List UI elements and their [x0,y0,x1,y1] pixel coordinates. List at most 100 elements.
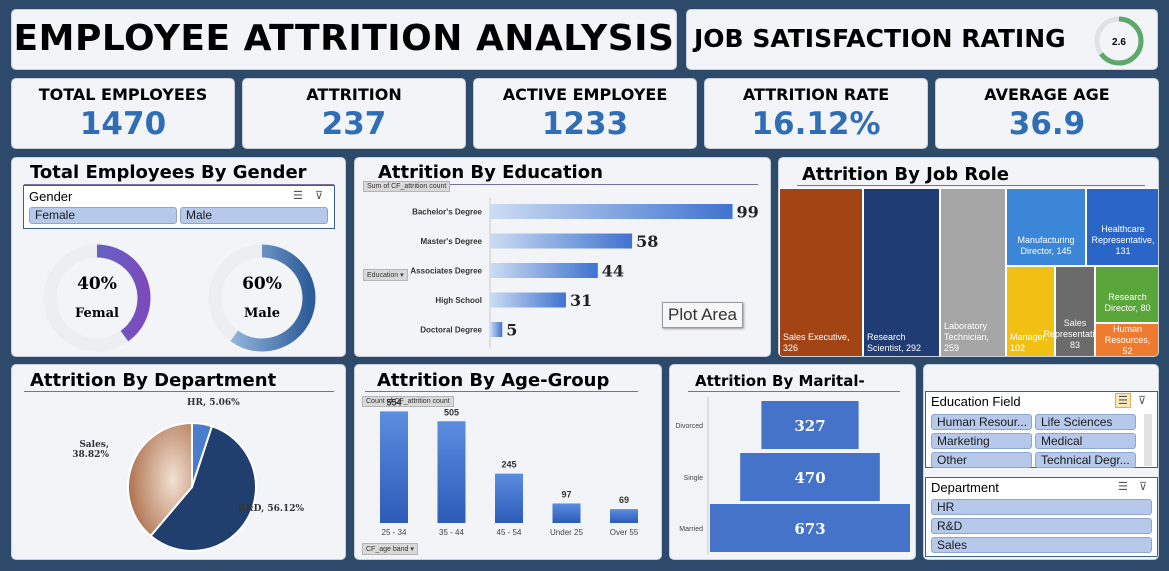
tick-label: High School [435,296,482,305]
education-title: Attrition By Education [378,162,603,183]
kpi-value: 36.9 [1008,106,1086,142]
department-title: Attrition By Department [30,370,277,391]
gauge-arc [1094,16,1144,66]
title-underline [365,391,638,392]
gender-title: Total Employees By Gender [30,162,307,183]
multi-select-icon[interactable]: ☰ [1115,393,1131,408]
education-value-tag[interactable]: Sum of CF_attrition count [363,181,451,192]
kpi-card-total-employees: TOTAL EMPLOYEES 1470 [11,78,235,149]
department-option[interactable]: Sales [931,537,1152,553]
treemap-cell: Sales Executive, 326 [779,188,863,356]
job-role-title: Attrition By Job Role [802,164,1009,185]
treemap-label: Laboratory Technician, 259 [944,321,990,353]
data-label: 470 [794,469,825,487]
education-field-header: Education Field [931,394,1021,409]
age-group-title: Attrition By Age-Group [377,370,610,391]
title-underline [365,184,758,185]
education-field-option[interactable]: Human Resour... [931,414,1032,430]
education-field-option[interactable]: Medical [1035,433,1136,449]
kpi-value: 237 [321,106,387,142]
kpi-card-average-age: AVERAGE AGE 36.9 [935,78,1159,149]
treemap-label: Healthcare Representative, 131 [1091,224,1155,256]
tick-label: Under 25 [550,528,583,537]
age-value-tag[interactable]: Count of CF_attrition count [362,396,454,407]
age-bar [610,509,638,523]
title-underline [24,184,334,185]
education-bar [490,263,598,278]
age-bar [552,503,581,523]
marital-bar [740,453,880,501]
filter-tag-label: CF_age band [366,546,409,553]
kpi-title: ACTIVE EMPLOYEE [502,85,668,104]
treemap-cell: Sales Representative, 83 [1043,266,1107,356]
marital-bar [761,401,859,449]
job-satisfaction-panel: JOB SATISFACTION RATING 2.6 [686,9,1158,70]
data-label: 554 [386,397,401,407]
education-filter-tag[interactable]: Education ▾ [363,269,408,281]
data-label: 99 [737,203,759,222]
tick-label: Doctoral Degree [420,326,482,335]
gender-option-male[interactable]: Male [180,207,328,224]
ring-label: Male [244,306,280,321]
age-filter-tag[interactable]: CF_age band ▾ [362,543,418,555]
page-title: EMPLOYEE ATTRITION ANALYSIS [13,18,675,59]
pie-label: R&D, 56.12% [238,504,305,514]
job-role-panel: Attrition By Job Role Sales Executive, 3… [778,157,1159,357]
tick-label: Bachelor's Degree [412,208,482,217]
marital-title: Attrition By Marital- [695,372,865,390]
gender-ring-female: 40% Femal [43,244,151,352]
data-label: 673 [794,520,825,538]
education-bar [490,292,566,308]
tick-label: 35 - 44 [439,528,464,537]
marital-bar [710,504,910,552]
education-field-slicer: Education Field ☰ ⊽ Human Resour... Life… [925,391,1158,468]
education-bar [490,204,733,219]
kpi-title: ATTRITION RATE [742,85,890,104]
clear-filter-icon[interactable]: ⊽ [315,190,324,202]
department-option[interactable]: R&D [931,518,1152,534]
education-field-option[interactable]: Technical Degr... [1035,452,1136,468]
age-bar [437,421,466,523]
multi-select-icon[interactable]: ☰ [293,190,303,202]
age-group-chart: 554 25 - 34 505 35 - 44 245 45 - 54 97 Under 25… [380,397,639,537]
gender-ring-male: 60% Male [208,244,316,352]
department-option[interactable]: HR [931,499,1152,515]
data-label: 245 [501,460,516,470]
age-bar [380,411,408,523]
education-field-option[interactable]: Life Sciences [1035,414,1136,430]
title-underline [688,391,900,392]
data-label: 327 [794,417,825,435]
ring-label: Femal [75,306,119,321]
kpi-value: 1233 [541,106,629,142]
job-role-treemap: Sales Executive, 326 Research Scientist, … [779,188,1158,356]
dropdown-icon: ▾ [410,546,414,553]
job-satisfaction-title: JOB SATISFACTION RATING [694,24,1066,53]
treemap-cell: Research Director, 80 [1095,266,1158,323]
slicer-panel: Education Field ☰ ⊽ Human Resour... Life… [923,364,1159,560]
treemap-label: Sales Representative, 83 [1043,318,1107,350]
treemap-cell: Laboratory Technician, 259 [940,188,1006,356]
education-field-option[interactable]: Other [931,452,1032,468]
kpi-value: 16.12% [751,106,881,142]
data-label: 44 [602,262,624,281]
gender-option-female[interactable]: Female [29,207,177,224]
kpi-card-active-employee: ACTIVE EMPLOYEE 1233 [473,78,697,149]
pie-slice-rd [149,424,257,552]
slicer-scrollbar[interactable] [1144,414,1152,466]
clear-filter-icon[interactable]: ⊽ [1138,395,1147,407]
treemap-cell: Research Scientist, 292 [863,188,940,356]
treemap-cell: Manufacturing Director, 145 [1006,188,1086,266]
marital-panel: Attrition By Marital- 327 Divorced 470 Sing… [669,364,916,560]
data-label: 5 [506,321,517,340]
clear-filter-icon[interactable]: ⊽ [1139,481,1148,493]
filter-tag-label: Education [367,272,399,279]
treemap-cell: Healthcare Representative, 131 [1086,188,1158,266]
pie-label: 38.82% [72,450,109,460]
education-field-option[interactable]: Marketing [931,433,1032,449]
tick-label: Single [684,475,704,482]
pie-label: HR, 5.06% [187,398,240,408]
tick-label: Married [679,526,703,533]
title-underline [797,185,1145,186]
multi-select-icon[interactable]: ☰ [1118,481,1128,493]
tick-label: Over 55 [610,528,639,537]
